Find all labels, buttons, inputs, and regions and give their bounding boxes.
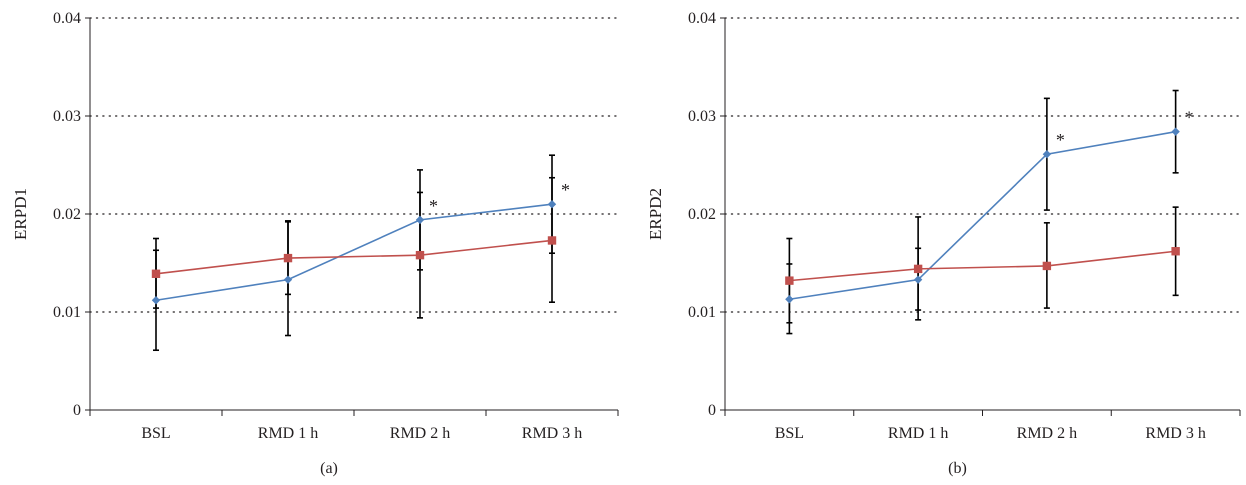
y-tick-label: 0.03	[688, 108, 716, 125]
diamond-marker	[785, 295, 794, 304]
x-tick-label: RMD 3 h	[1145, 425, 1205, 442]
significance-star: *	[1185, 108, 1194, 128]
significance-star: *	[561, 180, 570, 200]
diamond-marker	[283, 275, 293, 284]
panel-a: 0 0.01 0.02 0.03 0.04 BSL RMD 1 h RMD 2 h RMD 3 …	[11, 10, 619, 477]
y-tick-label: 0.01	[688, 304, 716, 321]
panel-label: (a)	[320, 460, 338, 477]
square-marker	[785, 276, 794, 285]
diamond-marker	[415, 215, 425, 225]
y-tick-label: 0.02	[53, 206, 81, 223]
diamond-marker	[1042, 150, 1052, 159]
series-line-diamond	[155, 203, 553, 302]
diamond-marker	[913, 275, 923, 284]
y-tick-label: 0.04	[53, 10, 81, 27]
y-tick-label: 0	[708, 402, 716, 419]
diamond-marker	[151, 296, 161, 305]
x-tick-label: BSL	[141, 425, 170, 442]
panel-b: 0 0.01 0.02 0.03 0.04 BSL RMD 1 h RMD 2 h RMD 3 …	[646, 10, 1241, 477]
y-tick-label: 0.02	[688, 206, 716, 223]
significance-star: *	[429, 196, 438, 216]
square-marker	[283, 253, 293, 263]
square-marker	[1171, 247, 1180, 256]
square-marker	[415, 250, 425, 260]
y-tick-label: 0.03	[53, 108, 81, 125]
y-tick-label: 0.04	[688, 10, 716, 27]
square-marker	[151, 269, 161, 278]
panel-label: (b)	[948, 460, 967, 477]
x-tick-label: RMD 2 h	[390, 425, 450, 442]
x-tick-label: RMD 1 h	[888, 425, 948, 442]
square-marker	[1042, 261, 1052, 271]
series-line-square	[789, 250, 1176, 282]
diamond-marker	[547, 200, 557, 209]
y-axis-title: ERPD2	[646, 188, 665, 240]
series-line-diamond	[789, 130, 1176, 301]
series-line-square	[155, 239, 553, 275]
y-tick-label: 0	[73, 402, 81, 419]
y-axis-title: ERPD1	[11, 188, 30, 240]
y-tick-label: 0.01	[53, 304, 81, 321]
square-marker	[913, 264, 923, 274]
x-tick-label: RMD 2 h	[1017, 425, 1077, 442]
x-tick-label: BSL	[775, 425, 804, 442]
x-tick-label: RMD 3 h	[522, 425, 582, 442]
square-marker	[547, 236, 557, 245]
x-tick-label: RMD 1 h	[258, 425, 318, 442]
diamond-marker	[1171, 127, 1180, 136]
significance-star: *	[1056, 130, 1065, 150]
